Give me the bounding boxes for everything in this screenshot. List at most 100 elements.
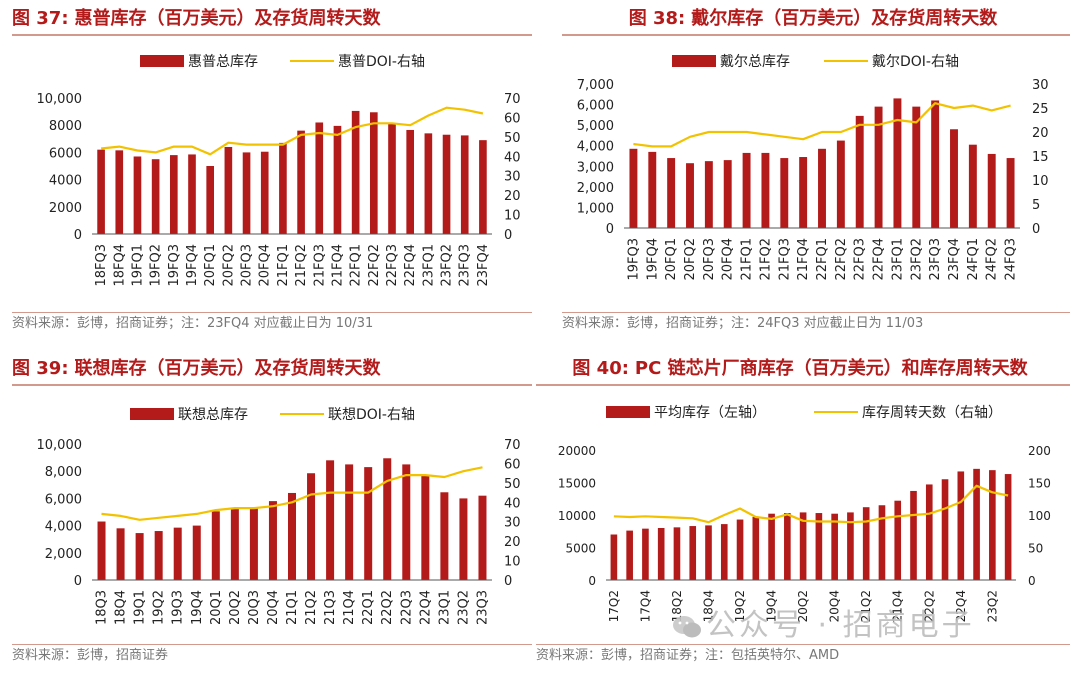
y-right-tick-label: 0 <box>504 228 512 243</box>
x-tick-label: 24FQ1 <box>966 238 981 281</box>
bar <box>402 464 411 580</box>
x-tick-label: 22Q4 <box>954 590 968 622</box>
x-tick-label: 20FQ1 <box>664 238 679 281</box>
x-tick-label: 19FQ4 <box>185 244 200 287</box>
chart-panel-pc-chip: 图 40: PC 链芯片厂商库存（百万美元）和库存周转天数 平均库存（左轴） 库存周… <box>536 356 1070 672</box>
x-tick-label: 21Q2 <box>859 590 873 622</box>
x-tick-label: 21FQ2 <box>294 244 309 287</box>
x-tick-label: 19Q2 <box>733 590 747 622</box>
bar <box>315 122 324 234</box>
x-tick-label: 23FQ1 <box>421 244 436 287</box>
y-left-tick-label: 10000 <box>558 509 596 523</box>
bar <box>704 161 713 228</box>
x-tick-label: 19Q3 <box>171 590 186 625</box>
series-line <box>633 102 1011 148</box>
figure-label: 图 37: <box>12 8 69 29</box>
wechat-icon <box>673 615 701 637</box>
bar <box>648 151 657 228</box>
bar <box>351 110 360 234</box>
y-right-tick-label: 50 <box>504 131 521 146</box>
y-left-tick-label: 7,000 <box>577 78 614 93</box>
legend-label: 戴尔DOI-右轴 <box>872 54 959 70</box>
bar <box>931 100 940 228</box>
chart-title: 图 40: PC 链芯片厂商库存（百万美元）和库存周转天数 <box>536 356 1070 386</box>
bar <box>383 458 392 580</box>
series-line <box>613 484 1009 524</box>
y-right-tick-label: 100 <box>1028 509 1051 523</box>
bar <box>894 500 902 580</box>
x-tick-label: 18FQ3 <box>94 244 109 287</box>
y-right-tick-label: 0 <box>504 574 512 589</box>
legend-bar-swatch <box>130 408 174 420</box>
x-tick-label: 23Q2 <box>456 590 471 625</box>
bar <box>1004 474 1012 580</box>
bar <box>97 521 106 580</box>
y-left-tick-label: 0 <box>588 574 596 588</box>
bar <box>206 166 214 234</box>
bar <box>784 513 791 580</box>
chart-panel-hp: 图 37: 惠普库存（百万美元）及存货周转天数 惠普总库存 惠普DOI-右轴 0 200… <box>12 6 532 340</box>
x-tick-label: 19FQ3 <box>167 244 182 287</box>
x-tick-label: 22FQ2 <box>367 244 382 287</box>
bar <box>626 530 633 580</box>
x-tick-label: 22Q4 <box>418 590 433 625</box>
series-line <box>100 106 484 156</box>
x-tick-label: 21FQ2 <box>758 238 773 281</box>
bar <box>957 471 965 580</box>
bar <box>987 153 996 228</box>
bar <box>973 468 980 580</box>
bar <box>720 524 728 580</box>
x-tick-label: 20FQ3 <box>240 244 255 287</box>
x-tick-label: 22FQ4 <box>403 244 418 287</box>
y-left-tick-label: 3,000 <box>577 160 614 175</box>
x-tick-label: 19Q4 <box>190 590 205 625</box>
x-tick-label: 20Q2 <box>228 590 243 625</box>
y-right-tick-label: 30 <box>1032 78 1049 93</box>
bar <box>1006 158 1015 228</box>
x-tick-label: 23Q2 <box>985 590 999 622</box>
y-right-tick-label: 40 <box>504 496 521 511</box>
figure-title: 惠普库存（百万美元）及存货周转天数 <box>74 8 381 29</box>
x-tick-label: 18Q3 <box>95 590 110 625</box>
figure-label: 图 40: <box>572 358 629 379</box>
bar <box>440 492 449 580</box>
bar <box>364 467 373 580</box>
bar <box>629 148 638 228</box>
x-tick-label: 24FQ2 <box>985 238 1000 281</box>
legend-bar-swatch <box>140 55 184 67</box>
bar <box>479 140 487 234</box>
chart-panel-lenovo: 图 39: 联想库存（百万美元）及存货周转天数 联想总库存 联想DOI-右轴 0 2,0… <box>12 356 532 672</box>
chart-panel-dell: 图 38: 戴尔库存（百万美元）及存货周转天数 戴尔总库存 戴尔DOI-右轴 0 1,0… <box>562 6 1070 340</box>
figure-label: 图 39: <box>12 358 69 379</box>
x-tick-label: 20Q4 <box>266 590 281 625</box>
bar <box>878 505 886 580</box>
bar <box>862 507 870 580</box>
bar <box>424 133 433 234</box>
y-right-tick-label: 40 <box>504 150 521 165</box>
y-right-tick-label: 10 <box>1032 174 1049 189</box>
bar <box>370 112 378 234</box>
bar <box>657 528 665 580</box>
x-tick-label: 19Q1 <box>133 590 148 625</box>
bar <box>780 158 789 228</box>
y-right-tick-label: 0 <box>1032 222 1040 237</box>
bar <box>442 134 451 234</box>
figure-title: 联想库存（百万美元）及存货周转天数 <box>74 358 381 379</box>
bar <box>242 152 251 234</box>
chart-svg-dell: 戴尔总库存 戴尔DOI-右轴 0 1,000 2,000 3,000 4,000 5,000 6… <box>577 54 1049 281</box>
bar <box>192 525 201 580</box>
y-right-tick-label: 25 <box>1032 102 1049 117</box>
bar <box>742 152 751 228</box>
y-left-tick-label: 20000 <box>558 444 596 458</box>
x-tick-label: 19FQ3 <box>626 238 641 281</box>
x-tick-label: 22Q2 <box>922 590 936 622</box>
bar <box>326 460 335 580</box>
x-tick-label: 22FQ4 <box>872 238 887 281</box>
x-tick-label: 20FQ2 <box>221 244 236 287</box>
y-right-tick-label: 30 <box>504 170 521 185</box>
bar <box>667 158 676 228</box>
bar <box>115 150 124 234</box>
bar <box>230 508 239 580</box>
y-right-tick-label: 50 <box>504 477 521 492</box>
y-left-tick-label: 2000 <box>49 201 82 216</box>
